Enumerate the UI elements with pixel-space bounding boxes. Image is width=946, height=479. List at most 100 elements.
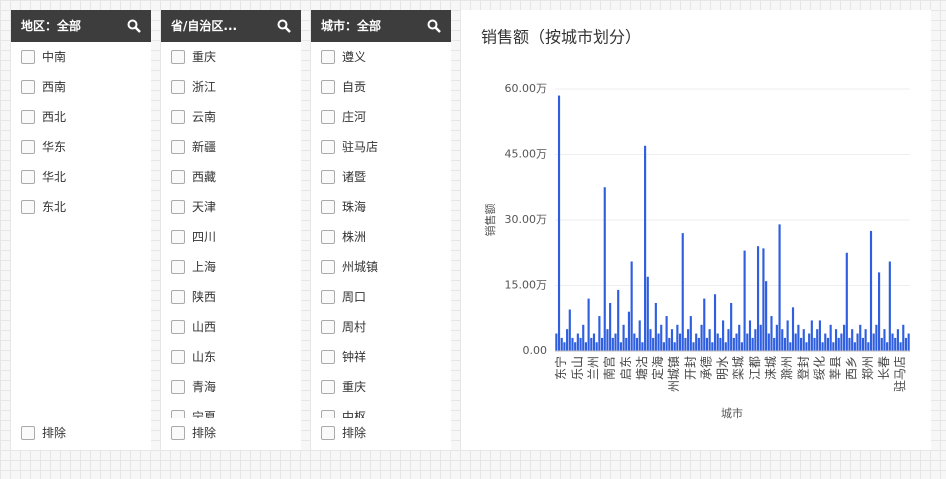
bar [834,329,838,351]
checkbox[interactable] [21,140,35,154]
filter-item[interactable]: 周口 [311,282,451,312]
checkbox[interactable] [171,350,185,364]
bar [566,329,569,351]
filter-item[interactable]: 浙江 [161,72,301,102]
filter-header[interactable]: 城市：全部 [311,10,451,42]
bar [576,333,579,351]
chart: 销售额（按城市划分） 销售额 城市 0.00 15.00万 30.00万 45.00万… [481,28,910,420]
checkbox[interactable] [321,380,335,394]
checkbox[interactable] [321,350,335,364]
search-icon[interactable] [127,19,141,33]
checkbox[interactable] [171,426,185,440]
bar [896,329,899,351]
checkbox[interactable] [171,140,185,154]
bar [644,145,647,351]
checkbox[interactable] [171,110,185,124]
checkbox[interactable] [321,290,335,304]
checkbox[interactable] [321,426,335,440]
filter-item[interactable]: 诸暨 [311,162,451,192]
filter-item[interactable]: 西藏 [161,162,301,192]
bar [684,337,687,351]
filter-item[interactable]: 庄河 [311,102,451,132]
checkbox[interactable] [171,200,185,214]
filter-item[interactable]: 华北 [11,162,151,192]
filter-item[interactable]: 西南 [11,72,151,102]
bar [689,316,692,351]
filter-item[interactable]: 株洲 [311,222,451,252]
filter-item[interactable]: 陕西 [161,282,301,312]
bar [582,324,585,351]
checkbox[interactable] [171,410,185,418]
bar [557,95,561,351]
bar [851,329,854,351]
filter-item[interactable]: 遵义 [311,42,451,72]
search-icon[interactable] [427,19,441,33]
bar [670,329,674,351]
checkbox[interactable] [21,80,35,94]
item-label: 山东 [192,350,217,364]
filter-item[interactable]: 新疆 [161,132,301,162]
checkbox[interactable] [321,110,335,124]
checkbox[interactable] [171,380,185,394]
checkbox[interactable] [321,140,335,154]
filter-item[interactable]: 华东 [11,132,151,162]
checkbox[interactable] [321,320,335,334]
filter-item[interactable]: 重庆 [161,42,301,72]
filter-item[interactable]: 中枢 [311,402,451,418]
filter-item[interactable]: 重庆 [311,372,451,402]
filter-item[interactable]: 西北 [11,102,151,132]
filter-item[interactable]: 自贡 [311,72,451,102]
exclude-option[interactable]: 排除 [311,418,366,448]
filter-header[interactable]: 省/自治区... [161,10,301,42]
exclude-option[interactable]: 排除 [161,418,216,448]
checkbox[interactable] [21,426,35,440]
item-label: 重庆 [192,50,217,64]
checkbox[interactable] [171,230,185,244]
checkbox[interactable] [321,80,335,94]
checkbox[interactable] [321,200,335,214]
filter-item[interactable]: 州城镇 [311,252,451,282]
checkbox[interactable] [21,170,35,184]
x-tick-label: 承德 [698,356,713,380]
checkbox[interactable] [171,320,185,334]
checkbox[interactable] [171,290,185,304]
filter-item[interactable]: 中南 [11,42,151,72]
filter-item[interactable]: 珠海 [311,192,451,222]
checkbox[interactable] [321,260,335,274]
filter-item[interactable]: 天津 [161,192,301,222]
filter-item[interactable]: 上海 [161,252,301,282]
filter-item[interactable]: 青海 [161,372,301,402]
x-tick-label: 明水 [716,356,730,380]
filter-item[interactable]: 山西 [161,312,301,342]
checkbox[interactable] [21,50,35,64]
checkbox[interactable] [171,170,185,184]
checkbox[interactable] [321,410,335,418]
search-icon[interactable] [277,19,291,33]
exclude-option[interactable]: 排除 [11,418,66,448]
checkbox[interactable] [321,230,335,244]
checkbox[interactable] [21,110,35,124]
bar [826,337,830,351]
filter-item[interactable]: 宁夏 [161,402,301,418]
x-tick-label: 兰州 [586,356,600,380]
filter-item[interactable]: 驻马店 [311,132,451,162]
filter-header[interactable]: 地区：全部 [11,10,151,42]
checkbox[interactable] [21,200,35,214]
checkbox[interactable] [171,80,185,94]
filter-item[interactable]: 周村 [311,312,451,342]
filter-item[interactable]: 钟祥 [311,342,451,372]
checkbox[interactable] [171,260,185,274]
item-label: 西藏 [192,170,217,184]
filter-item[interactable]: 云南 [161,102,301,132]
bar [759,324,762,351]
checkbox[interactable] [321,170,335,184]
checkbox[interactable] [321,50,335,64]
bar [563,342,566,351]
filter-item[interactable]: 东北 [11,192,151,222]
bar [611,337,614,351]
checkbox[interactable] [171,50,185,64]
item-label: 诸暨 [342,170,367,184]
filter-item[interactable]: 山东 [161,342,301,372]
filter-item[interactable]: 四川 [161,222,301,252]
bar [832,342,835,351]
